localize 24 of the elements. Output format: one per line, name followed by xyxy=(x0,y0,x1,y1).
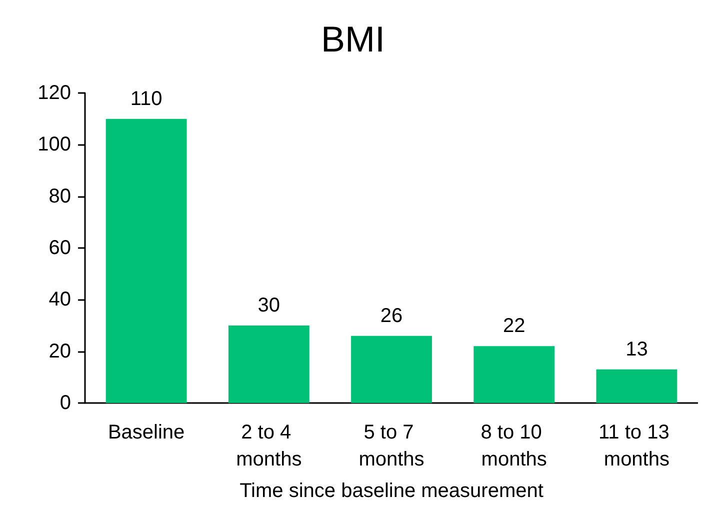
x-axis-title: Time since baseline measurement xyxy=(240,480,544,502)
bar xyxy=(106,118,187,403)
data-label: 13 xyxy=(626,338,648,360)
bar xyxy=(228,326,310,403)
bar xyxy=(596,369,678,403)
y-tick-label: 20 xyxy=(48,340,71,362)
bar xyxy=(351,336,432,403)
chart-title: BMI xyxy=(320,18,386,60)
x-tick-label: 2 to 4 months xyxy=(236,422,302,470)
data-label: 30 xyxy=(258,294,280,316)
y-tick-label: 60 xyxy=(48,237,71,259)
data-label: 110 xyxy=(130,88,162,110)
x-tick-label: 5 to 7 months xyxy=(358,422,424,470)
y-tick-label: 0 xyxy=(60,392,71,414)
bar xyxy=(474,346,555,403)
data-label: 22 xyxy=(502,315,526,338)
x-tick-label: Baseline xyxy=(108,422,185,444)
x-tick-label: 8 to 10 months xyxy=(480,422,548,470)
x-tick-label: 11 to 13 months xyxy=(598,422,675,470)
y-tick-label: 40 xyxy=(48,288,71,311)
data-label: 26 xyxy=(380,304,403,327)
y-tick-label: 80 xyxy=(48,185,71,208)
y-tick-label: 100 xyxy=(38,134,71,156)
y-tick-label: 120 xyxy=(38,82,71,104)
